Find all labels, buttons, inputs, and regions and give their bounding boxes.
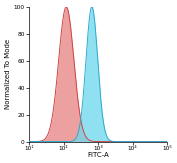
X-axis label: FITC-A: FITC-A — [87, 152, 109, 158]
Y-axis label: Normalized To Mode: Normalized To Mode — [5, 39, 11, 109]
